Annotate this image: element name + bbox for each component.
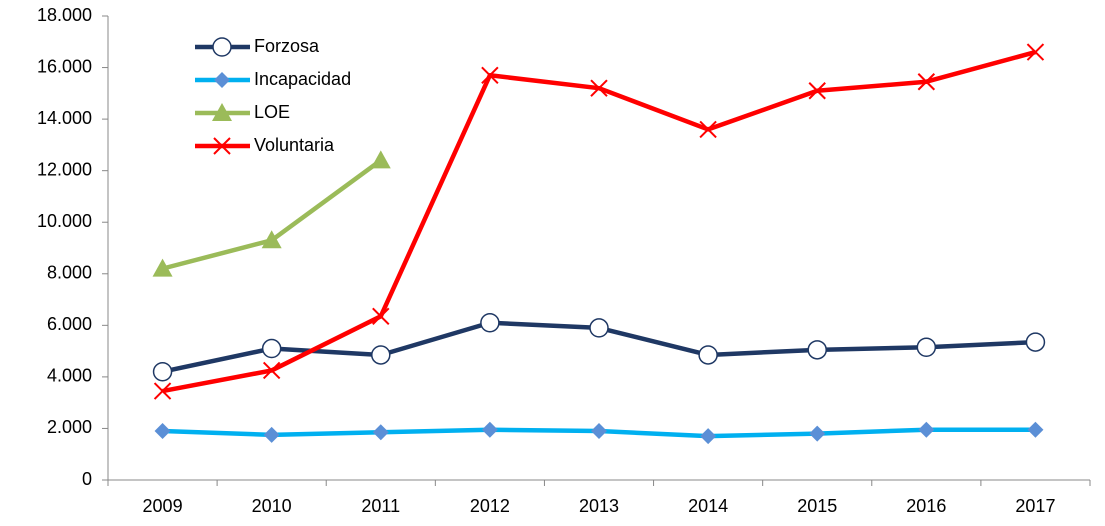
marker	[1025, 332, 1046, 352]
marker	[480, 313, 500, 333]
y-tick-label: 0	[82, 469, 92, 489]
legend-label: Forzosa	[254, 36, 320, 56]
y-tick-label: 6.000	[47, 314, 92, 334]
legend-label: Incapacidad	[254, 69, 351, 89]
y-tick-label: 2.000	[47, 417, 92, 437]
x-tick-label: 2014	[688, 496, 728, 516]
legend-label: LOE	[254, 102, 290, 122]
marker	[481, 66, 499, 84]
legend-label: Voluntaria	[254, 135, 335, 155]
marker	[589, 318, 609, 338]
y-tick-label: 16.000	[37, 56, 92, 76]
marker	[916, 337, 937, 357]
marker	[154, 423, 171, 440]
marker	[700, 428, 717, 445]
marker	[590, 79, 608, 97]
marker	[152, 361, 173, 382]
marker	[809, 425, 826, 442]
marker	[261, 230, 282, 249]
y-tick-label: 12.000	[37, 159, 92, 179]
legend-marker	[214, 72, 230, 88]
x-tick-label: 2016	[906, 496, 946, 516]
marker	[807, 340, 827, 360]
marker	[1026, 43, 1045, 61]
x-tick-label: 2011	[361, 496, 400, 516]
marker	[918, 421, 935, 438]
marker	[591, 423, 607, 440]
marker	[698, 345, 718, 365]
x-tick-label: 2012	[470, 496, 510, 516]
marker	[153, 382, 172, 400]
y-tick-label: 14.000	[37, 108, 92, 128]
marker	[263, 426, 280, 443]
marker	[699, 120, 717, 139]
marker	[372, 424, 389, 441]
legend-marker	[213, 137, 231, 155]
marker	[262, 361, 281, 380]
marker	[261, 338, 282, 359]
y-tick-label: 8.000	[47, 263, 92, 283]
legend-marker	[212, 103, 232, 121]
x-tick-label: 2015	[797, 496, 837, 516]
x-tick-label: 2017	[1015, 496, 1055, 516]
x-tick-label: 2010	[252, 496, 292, 516]
marker	[808, 82, 826, 100]
y-tick-label: 18.000	[37, 5, 92, 25]
marker	[152, 258, 173, 277]
marker	[481, 421, 498, 438]
marker	[917, 73, 936, 91]
marker	[372, 307, 390, 326]
x-tick-label: 2013	[579, 496, 619, 516]
series-line	[161, 158, 383, 271]
legend-marker	[212, 37, 232, 57]
marker	[1027, 421, 1044, 438]
marker	[370, 150, 391, 169]
y-tick-label: 10.000	[37, 211, 92, 231]
marker	[371, 345, 391, 365]
y-tick-label: 4.000	[47, 366, 92, 386]
x-tick-label: 2009	[143, 496, 183, 516]
